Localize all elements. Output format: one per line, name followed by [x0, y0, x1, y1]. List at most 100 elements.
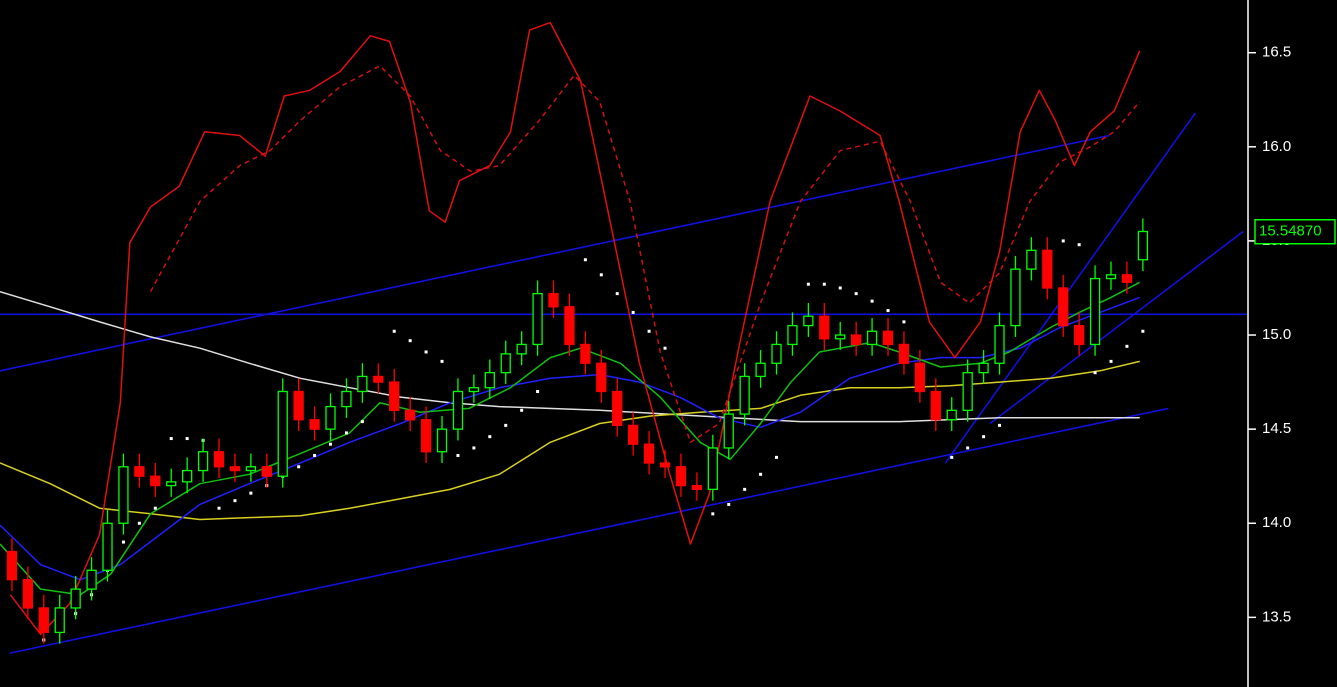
moving-average [9, 21, 1141, 636]
candle-body [771, 343, 782, 364]
sar-dot [360, 420, 364, 424]
sar-dot [966, 446, 970, 450]
candle-body [516, 343, 527, 355]
trend-line [944, 112, 1197, 464]
sar-dot [727, 502, 731, 506]
sar-dot [1093, 371, 1097, 375]
candle-body [643, 443, 655, 464]
sar-dot [137, 521, 141, 525]
candle-body [659, 462, 671, 468]
candle-body [1042, 249, 1053, 289]
candle-body [930, 390, 941, 421]
candle-body [1010, 268, 1021, 327]
sar-dot [121, 540, 125, 544]
candle-body [468, 387, 480, 393]
sar-dot [1077, 243, 1081, 247]
candle-body [755, 362, 766, 378]
candle-body [675, 466, 687, 487]
sar-dot [488, 435, 492, 439]
sar-dot [329, 442, 333, 446]
candle-body [452, 390, 464, 430]
candle-body [691, 484, 703, 491]
candle-body [1058, 287, 1069, 327]
sar-dot [185, 437, 189, 441]
sar-dot [408, 339, 412, 343]
candle-body [564, 306, 575, 346]
candle-body [835, 334, 846, 340]
moving-average [0, 290, 1140, 423]
candle-body [628, 424, 639, 445]
sar-dot [982, 435, 986, 439]
candle-body [532, 292, 543, 346]
candle-body [866, 330, 878, 346]
candle-body [1137, 230, 1149, 261]
candle-body [819, 315, 830, 340]
candle-body [1105, 274, 1117, 280]
sar-dot [1125, 344, 1129, 348]
sar-dot [615, 292, 619, 296]
sar-dot [297, 465, 301, 469]
y-tick-label: 15.0 [1262, 326, 1291, 343]
candle-body [723, 413, 734, 449]
sar-dot [775, 455, 779, 459]
candle-body [420, 419, 432, 453]
candle-body [405, 409, 416, 421]
sar-dot [456, 453, 460, 457]
candle-body [166, 481, 177, 487]
sar-dot [886, 309, 890, 313]
candle-body [213, 451, 225, 468]
sar-dot [520, 408, 524, 412]
candle-body [102, 522, 113, 571]
sar-dot [217, 506, 221, 510]
candle-body [118, 466, 129, 524]
candle-body [707, 447, 718, 491]
candle-body [978, 362, 989, 374]
sar-dot [440, 359, 444, 363]
candle-body [882, 330, 894, 346]
sar-dot [249, 491, 253, 495]
candle-body [38, 607, 49, 634]
sar-dot [1109, 359, 1113, 363]
sar-dot [806, 282, 810, 286]
sar-dot [1061, 239, 1065, 243]
sar-dot [870, 299, 874, 303]
candle-body [389, 381, 400, 411]
candle-body [357, 375, 368, 393]
sar-dot [599, 273, 603, 277]
candle-body [484, 372, 495, 389]
sar-dot [663, 346, 667, 350]
candle-body [54, 607, 65, 634]
candle-body [277, 390, 288, 477]
candle-body [309, 419, 320, 430]
candle-body [803, 315, 814, 327]
candle-body [341, 390, 352, 408]
candle-body [293, 390, 304, 421]
trend-line [989, 230, 1244, 425]
plot-area [0, 21, 1248, 654]
sar-dot [759, 472, 763, 476]
y-tick-label: 14.0 [1262, 514, 1291, 531]
candle-body [548, 292, 559, 308]
candle-body [6, 550, 18, 581]
sar-dot [153, 506, 157, 510]
candle-body [150, 475, 161, 487]
candle-body [1089, 277, 1101, 346]
y-tick-label: 13.5 [1262, 608, 1291, 625]
candle-body [739, 375, 750, 415]
candle-body [580, 343, 591, 364]
y-tick-label: 16.5 [1262, 44, 1291, 61]
sar-dot [838, 286, 842, 290]
candle-body [134, 466, 145, 477]
sar-dot [504, 423, 508, 427]
candle-body [1074, 324, 1085, 346]
sar-dot [950, 455, 954, 459]
sar-dot [631, 310, 635, 314]
candle-body [596, 362, 607, 393]
candle-body [261, 466, 272, 477]
candle-body [612, 390, 623, 427]
candle-body [851, 334, 862, 346]
candle-body [914, 362, 926, 393]
candle-body [898, 343, 910, 364]
